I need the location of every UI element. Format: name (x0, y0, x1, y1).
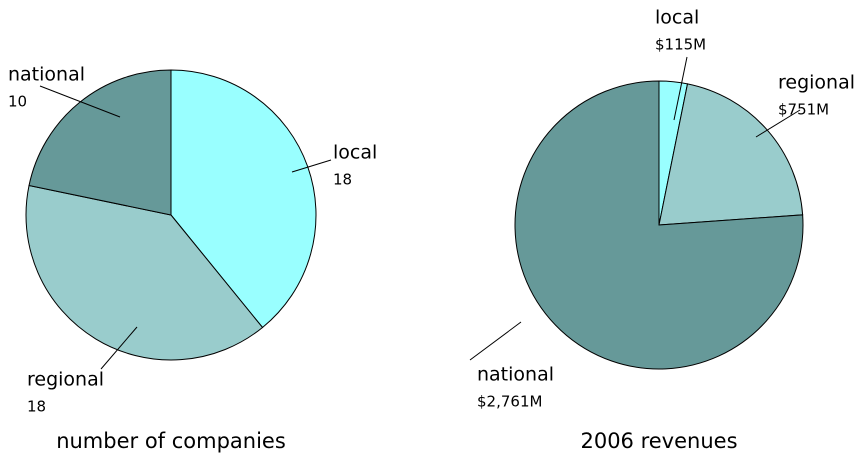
pie-slice (170, 69, 317, 329)
slice-label: regional (778, 72, 855, 94)
slice-value: $751M (778, 101, 829, 119)
chart-title: 2006 revenues (580, 429, 737, 453)
slice-value: 18 (27, 398, 46, 416)
slice-value: 10 (8, 93, 27, 111)
slice-label: national (8, 64, 85, 86)
leader-line (39, 85, 121, 118)
leader-line (100, 326, 138, 370)
pie-slice (28, 69, 172, 216)
leader-line (469, 321, 522, 361)
slice-value: $2,761M (477, 393, 542, 411)
slice-label: regional (27, 369, 104, 391)
slice-label: local (655, 7, 699, 29)
slice-value: 18 (333, 171, 352, 189)
leader-line (673, 56, 688, 121)
leader-line (755, 109, 801, 138)
slice-label: local (333, 142, 377, 164)
pie-slice (514, 80, 804, 370)
slice-label: national (477, 364, 554, 386)
pie-slice (25, 184, 264, 361)
chart-title: number of companies (56, 429, 286, 453)
slice-value: $115M (655, 36, 706, 54)
leader-line (291, 159, 332, 173)
